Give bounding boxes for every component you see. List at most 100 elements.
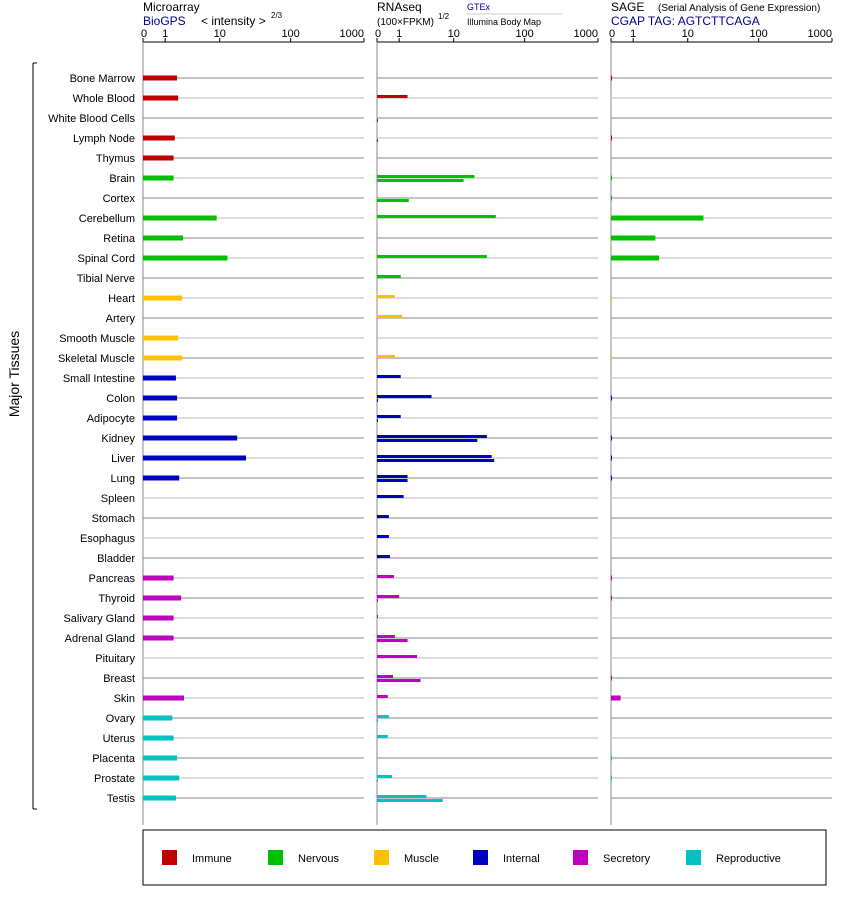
bar-rnaseq-ibm — [377, 139, 378, 142]
bar-rnaseq-ibm — [377, 459, 495, 462]
bar-rnaseq-ibm — [377, 199, 409, 202]
bar-microarray — [143, 335, 179, 341]
bar-sage — [611, 395, 612, 401]
tissue-row: Pituitary — [95, 653, 832, 665]
bar-sage — [611, 75, 612, 81]
bar-rnaseq-gtex — [377, 255, 487, 258]
legend-item: Reproductive — [686, 850, 781, 865]
bar-rnaseq-ibm — [377, 719, 378, 722]
bar-rnaseq-gtex — [377, 395, 432, 398]
tissue-row: Spinal Cord — [78, 253, 832, 265]
tissue-label: Tibial Nerve — [77, 273, 135, 285]
bar-microarray — [143, 355, 183, 361]
bar-microarray — [143, 455, 246, 461]
tissue-label: Lung — [111, 473, 135, 485]
bar-rnaseq-gtex — [377, 495, 404, 498]
bar-rnaseq-gtex — [377, 735, 388, 738]
y-group-bracket: Major Tissues — [6, 62, 37, 810]
microarray-source: BioGPS — [143, 14, 186, 28]
sage-tag: CGAP TAG: AGTCTTCAGA — [611, 14, 760, 28]
tissue-label: Spinal Cord — [78, 253, 135, 265]
rnaseq-metric: (100×FPKM) — [377, 17, 434, 28]
bar-rnaseq-ibm — [377, 419, 378, 422]
bar-rnaseq-gtex — [377, 355, 395, 358]
tick-label-micro: 1 — [162, 28, 168, 40]
bar-microarray — [143, 475, 180, 481]
bar-rnaseq-ibm — [377, 179, 464, 182]
bar-sage — [611, 775, 612, 781]
tissue-row: Skeletal Muscle — [58, 353, 832, 365]
tissue-row: Retina — [103, 233, 832, 245]
bar-rnaseq-ibm — [377, 599, 378, 602]
tissue-row: Salivary Gland — [63, 613, 832, 625]
bar-rnaseq-gtex — [377, 615, 378, 618]
rnaseq-source-gtex: GTEx — [467, 2, 491, 12]
bar-microarray — [143, 235, 184, 241]
tissue-label: Bone Marrow — [70, 73, 135, 85]
tick-label-sage: 100 — [749, 28, 767, 40]
tissue-label: Uterus — [103, 733, 136, 745]
bar-rnaseq-gtex — [377, 595, 400, 598]
bar-sage — [611, 755, 612, 761]
tissue-row: Whole Blood — [73, 93, 832, 105]
tissue-label: Lymph Node — [73, 133, 135, 145]
tick-label-micro: 1000 — [340, 28, 364, 40]
tick-label-rna: 1 — [396, 28, 402, 40]
legend-label: Nervous — [298, 853, 339, 865]
tissue-label: Bladder — [97, 553, 135, 565]
bar-sage — [611, 595, 612, 601]
bar-rnaseq-gtex — [377, 455, 492, 458]
tissue-label: Adipocyte — [87, 413, 135, 425]
tissue-label: Testis — [107, 793, 136, 805]
tissue-label: Placenta — [92, 753, 136, 765]
bar-rnaseq-gtex — [377, 295, 395, 298]
tissue-label: Retina — [103, 233, 136, 245]
tissue-label: Cerebellum — [79, 213, 135, 225]
bar-microarray — [143, 415, 178, 421]
tissue-row: Adrenal Gland — [65, 633, 832, 645]
bar-rnaseq-gtex — [377, 795, 427, 798]
bar-rnaseq-ibm — [377, 299, 378, 302]
tissue-row: Prostate — [94, 773, 832, 785]
header-rnaseq: RNAseq (100×FPKM) 1/2 GTEx Illumina Body… — [377, 0, 562, 28]
tissue-row: Artery — [106, 313, 832, 325]
bar-microarray — [143, 635, 174, 641]
bar-sage — [611, 475, 612, 481]
bar-rnaseq-ibm — [377, 639, 408, 642]
tissue-label: Salivary Gland — [63, 613, 135, 625]
bar-rnaseq-ibm — [377, 399, 378, 402]
tissue-label: Ovary — [106, 713, 136, 725]
bar-microarray — [143, 215, 217, 221]
bar-sage — [611, 135, 612, 141]
tissue-label: Smooth Muscle — [59, 333, 135, 345]
bar-rnaseq-gtex — [377, 535, 389, 538]
bar-microarray — [143, 395, 178, 401]
tissue-row: Liver — [111, 453, 832, 465]
tissue-label: Breast — [103, 673, 135, 685]
bar-rnaseq-ibm — [377, 479, 408, 482]
bar-rnaseq-ibm — [377, 359, 378, 362]
bar-microarray — [143, 575, 174, 581]
bar-microarray — [143, 775, 180, 781]
bar-microarray — [143, 375, 176, 381]
tissue-label: Skeletal Muscle — [58, 353, 135, 365]
tick-label-sage: 10 — [682, 28, 694, 40]
legend-item: Immune — [162, 850, 232, 865]
bar-microarray — [143, 755, 178, 761]
y-group-label: Major Tissues — [6, 331, 22, 417]
bar-microarray — [143, 95, 179, 101]
tissue-row: Cerebellum — [79, 213, 832, 225]
tissue-label: Adrenal Gland — [65, 633, 135, 645]
tissue-row: Brain — [109, 173, 832, 185]
bar-sage — [611, 295, 612, 301]
header-microarray: Microarray BioGPS < intensity > 2/3 — [143, 0, 283, 28]
tissue-row: Pancreas — [89, 573, 832, 585]
bar-microarray — [143, 435, 238, 441]
tissue-row: Testis — [107, 793, 832, 805]
tick-label-rna: 10 — [448, 28, 460, 40]
tissue-row: Placenta — [92, 753, 832, 765]
legend-label: Internal — [503, 853, 540, 865]
bar-rnaseq-gtex — [377, 575, 394, 578]
bar-rnaseq-gtex — [377, 775, 393, 778]
